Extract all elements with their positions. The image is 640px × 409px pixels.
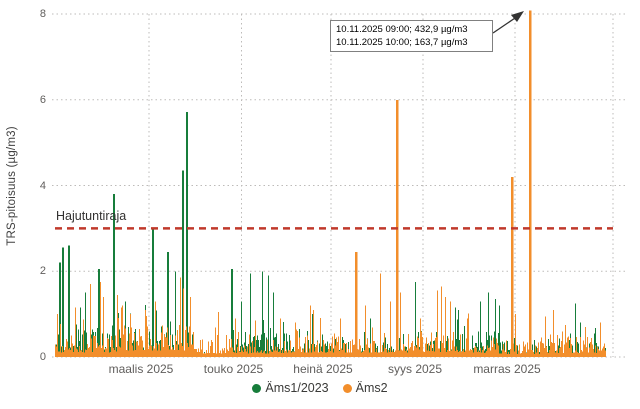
legend-item--ms2[interactable]: Äms2	[342, 381, 388, 395]
gridlines	[52, 13, 627, 358]
legend-series-label: Äms1/2023	[265, 381, 329, 395]
legend: Äms1/2023 Äms2	[0, 381, 640, 395]
x-axis-tick-label: heinä 2025	[293, 362, 353, 376]
annotation-arrow	[492, 11, 524, 34]
y-axis-tick-label: 4	[39, 179, 46, 192]
y-axis-tick-label: 8	[39, 8, 46, 20]
y-axis-tick-label: 2	[39, 265, 46, 278]
legend-item--ms1-2023[interactable]: Äms1/2023	[252, 381, 329, 395]
x-axis-tick-label: marras 2025	[473, 362, 541, 376]
y-axis-tick-label: 0	[39, 351, 46, 363]
legend-series-dot-icon	[342, 383, 352, 393]
threshold-label: Hajutuntiraja	[56, 209, 127, 223]
annotation-line-1: 10.11.2025 09:00; 432,9 µg/m3	[336, 24, 468, 35]
y-axis-tick-label: 6	[39, 93, 46, 106]
series-bars-ams2	[55, 10, 607, 357]
x-axis-tick-label: maalis 2025	[108, 362, 174, 376]
annotation-line-2: 10.11.2025 10:00; 163,7 µg/m3	[336, 37, 468, 48]
x-axis-tick-label: touko 2025	[203, 362, 264, 376]
x-axis-tick-label: syys 2025	[387, 362, 443, 376]
legend-series-label: Äms2	[355, 381, 388, 395]
annotation-callout: 10.11.2025 09:00; 432,9 µg/m3 10.11.2025…	[330, 20, 493, 52]
legend-series-dot-icon	[252, 383, 262, 393]
